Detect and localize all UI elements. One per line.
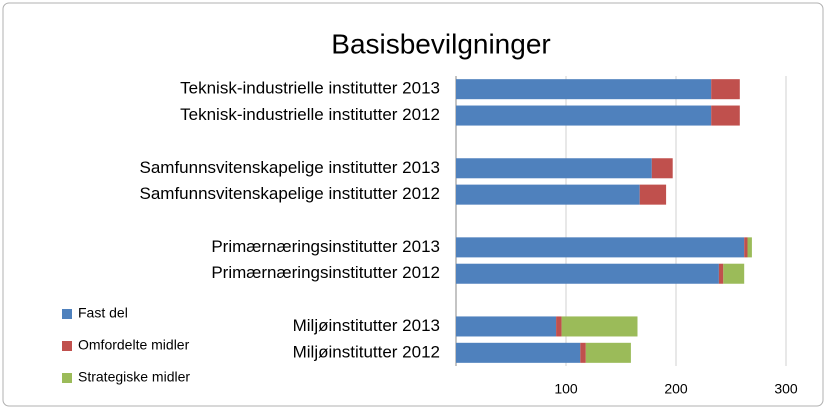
legend-label: Omfordelte midler	[78, 337, 190, 353]
bar-segment	[456, 184, 640, 205]
y-tick-label: Samfunnsvitenskapelige institutter 2013	[139, 158, 440, 177]
x-tick-label: 300	[774, 381, 798, 397]
bar-segment	[456, 79, 712, 100]
bar-segment	[580, 342, 586, 363]
bar-segment	[639, 184, 667, 205]
x-tick-label: 200	[664, 381, 688, 397]
y-tick-label: Miljøinstitutter 2013	[293, 316, 440, 335]
bar-segment	[651, 158, 673, 179]
y-tick-label: Primærnæringsinstitutter 2012	[211, 263, 440, 282]
y-tick-label: Teknisk-industrielle institutter 2013	[180, 79, 440, 98]
legend-swatch	[62, 341, 72, 351]
y-tick-label: Teknisk-industrielle institutter 2012	[180, 105, 440, 124]
legend-swatch	[62, 309, 72, 319]
bar-segment	[556, 316, 562, 337]
bar-segment	[585, 342, 631, 363]
chart-title: Basisbevilgninger	[331, 28, 550, 59]
legend-label: Fast del	[78, 305, 128, 321]
bar-segment	[456, 237, 745, 258]
bar-segment	[456, 105, 712, 126]
bar-segment	[747, 237, 752, 258]
bar-segment	[711, 105, 740, 126]
x-tick-label: 100	[554, 381, 578, 397]
chart-frame	[2, 2, 824, 407]
bar-segment	[723, 263, 745, 284]
bar-segment	[744, 237, 748, 258]
bar-segment	[456, 316, 557, 337]
bar-segment	[718, 263, 724, 284]
bar-segment	[456, 342, 581, 363]
y-tick-label: Miljøinstitutter 2012	[293, 342, 440, 361]
y-tick-label: Samfunnsvitenskapelige institutter 2012	[139, 184, 440, 203]
y-tick-label: Primærnæringsinstitutter 2013	[211, 237, 440, 256]
bar-segment	[456, 263, 719, 284]
bar-segment	[456, 158, 652, 179]
legend-swatch	[62, 373, 72, 383]
bar-segment	[711, 79, 740, 100]
bar-segment	[561, 316, 638, 337]
legend-label: Strategiske midler	[78, 369, 190, 385]
